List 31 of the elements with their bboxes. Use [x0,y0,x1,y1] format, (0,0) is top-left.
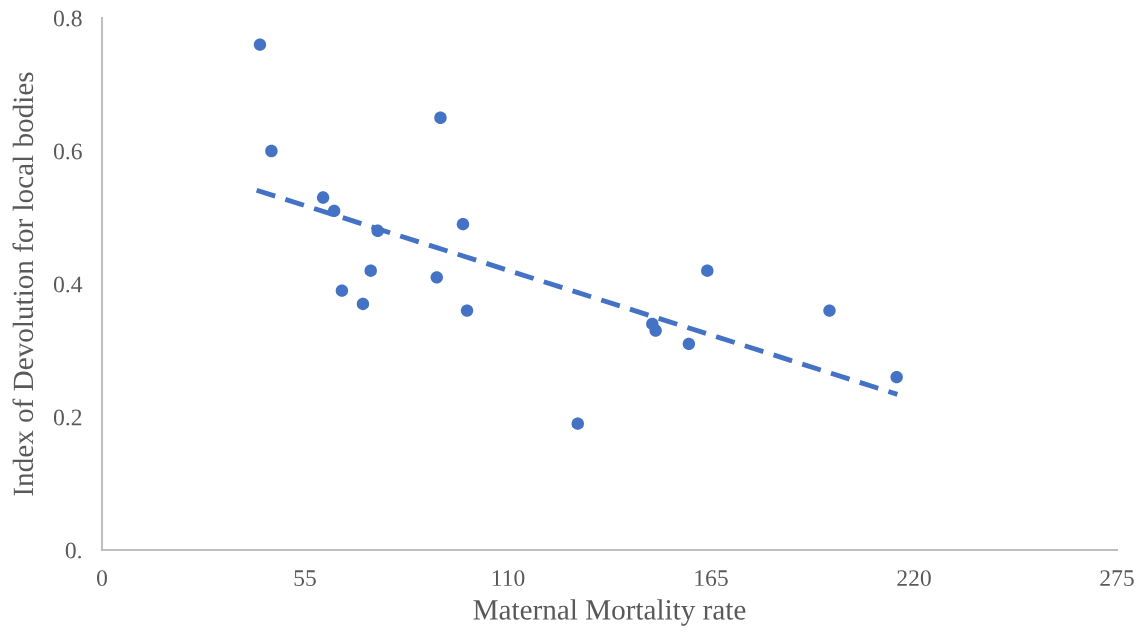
x-tick-label: 165 [695,570,728,587]
x-tick-label: 55 [294,570,316,587]
point [571,417,584,430]
x-tick-label: 110 [492,570,525,587]
y-tick-label: 0. [65,542,81,559]
point [890,370,903,384]
x-axis-title: Maternal Mortality rate [473,599,746,626]
point [265,144,278,158]
point [356,297,370,311]
x-tick-label: 0 [97,570,107,587]
point [316,191,330,204]
point [253,38,267,51]
point [371,224,384,238]
point [430,271,443,284]
point [682,337,696,351]
y-tick-label: 0.6 [53,143,82,160]
point [335,284,349,297]
x-tick-label: 220 [897,570,931,587]
y-tick-label: 0.4 [53,276,83,293]
point [327,204,341,218]
point [701,264,714,277]
point [460,304,474,317]
point [649,324,662,337]
point [456,217,470,231]
y-tick-label: 0.8 [53,10,82,27]
y-axis-title: Index of Devolution for local bodies [12,72,34,496]
point [434,111,447,124]
point [364,264,377,277]
point [823,304,836,317]
x-tick-label: 275 [1100,570,1134,587]
y-tick-label: 0.2 [53,409,82,426]
